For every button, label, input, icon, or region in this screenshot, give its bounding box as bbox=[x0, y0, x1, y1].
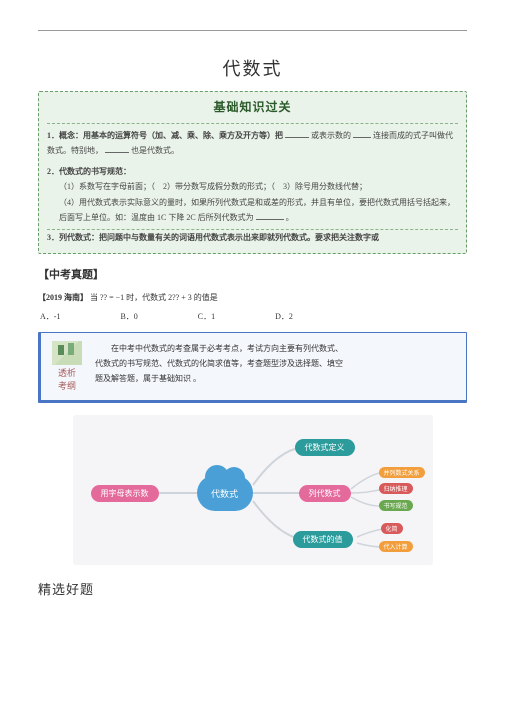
item3: 3．列代数式：把问题中与数量有关的词语用代数式表示出来即就列代数式。要求把关注数… bbox=[47, 230, 458, 245]
heading-selected: 精选好题 bbox=[38, 579, 467, 598]
outline-icon bbox=[52, 341, 82, 365]
question-1: 【2019 海南】 当 ?? = −1 时，代数式 2?? + 3 的值是 bbox=[38, 292, 467, 303]
concept-line: 1．概念：用基本的运算符号（加、减、乘、除、乘方及开方等）把 或表示数的 连接而… bbox=[47, 128, 458, 158]
rule-sub4: （4）用代数式表示实际意义的量时，如果所列代数式是和或差的形式，并且有单位，要把… bbox=[47, 195, 458, 225]
chip-5: 代入计算 bbox=[379, 541, 413, 552]
node-list: 列代数式 bbox=[299, 485, 351, 502]
node-root: 用字母表示数 bbox=[91, 485, 159, 502]
panel-icon: 透析 考纲 bbox=[47, 341, 87, 392]
rule-head: 2．代数式的书写规范： bbox=[47, 164, 458, 179]
q-tag: 【2019 海南】 bbox=[38, 293, 88, 302]
knowledge-box: 基础知识过关 1．概念：用基本的运算符号（加、减、乘、除、乘方及开方等）把 或表… bbox=[38, 91, 467, 254]
panel-text: 在中考中代数式的考查属于必考考点，考试方向主要有列代数式、 代数式的书写规范、代… bbox=[95, 341, 343, 392]
rule-sub1: （1）系数写在字母前面；（ 2）带分数写成假分数的形式；（ 3）除号用分数线代替… bbox=[47, 179, 458, 194]
heading-real: 【中考真题】 bbox=[38, 266, 467, 282]
node-def: 代数式定义 bbox=[295, 439, 355, 456]
mindmap: 用字母表示数 代数式 代数式定义 列代数式 代数式的值 并列数式关系 归纳推理 … bbox=[73, 415, 433, 565]
chip-4: 化简 bbox=[381, 523, 403, 534]
q-body: 当 ?? = −1 时，代数式 2?? + 3 的值是 bbox=[90, 293, 218, 302]
opt-d[interactable]: D．2 bbox=[275, 311, 293, 322]
box-header: 基础知识过关 bbox=[47, 92, 458, 121]
opt-a[interactable]: A．-1 bbox=[40, 311, 60, 322]
opt-c[interactable]: C．1 bbox=[198, 311, 215, 322]
analysis-panel: 透析 考纲 在中考中代数式的考查属于必考考点，考试方向主要有列代数式、 代数式的… bbox=[38, 332, 467, 403]
opt-b[interactable]: B．0 bbox=[120, 311, 137, 322]
chip-2: 归纳推理 bbox=[379, 483, 413, 494]
node-center: 代数式 bbox=[197, 475, 253, 511]
page-title: 代数式 bbox=[38, 55, 467, 81]
options-row: A．-1 B．0 C．1 D．2 bbox=[40, 311, 467, 322]
chip-3: 书写规范 bbox=[379, 500, 413, 511]
chip-1: 并列数式关系 bbox=[379, 467, 425, 478]
node-value: 代数式的值 bbox=[293, 531, 353, 548]
